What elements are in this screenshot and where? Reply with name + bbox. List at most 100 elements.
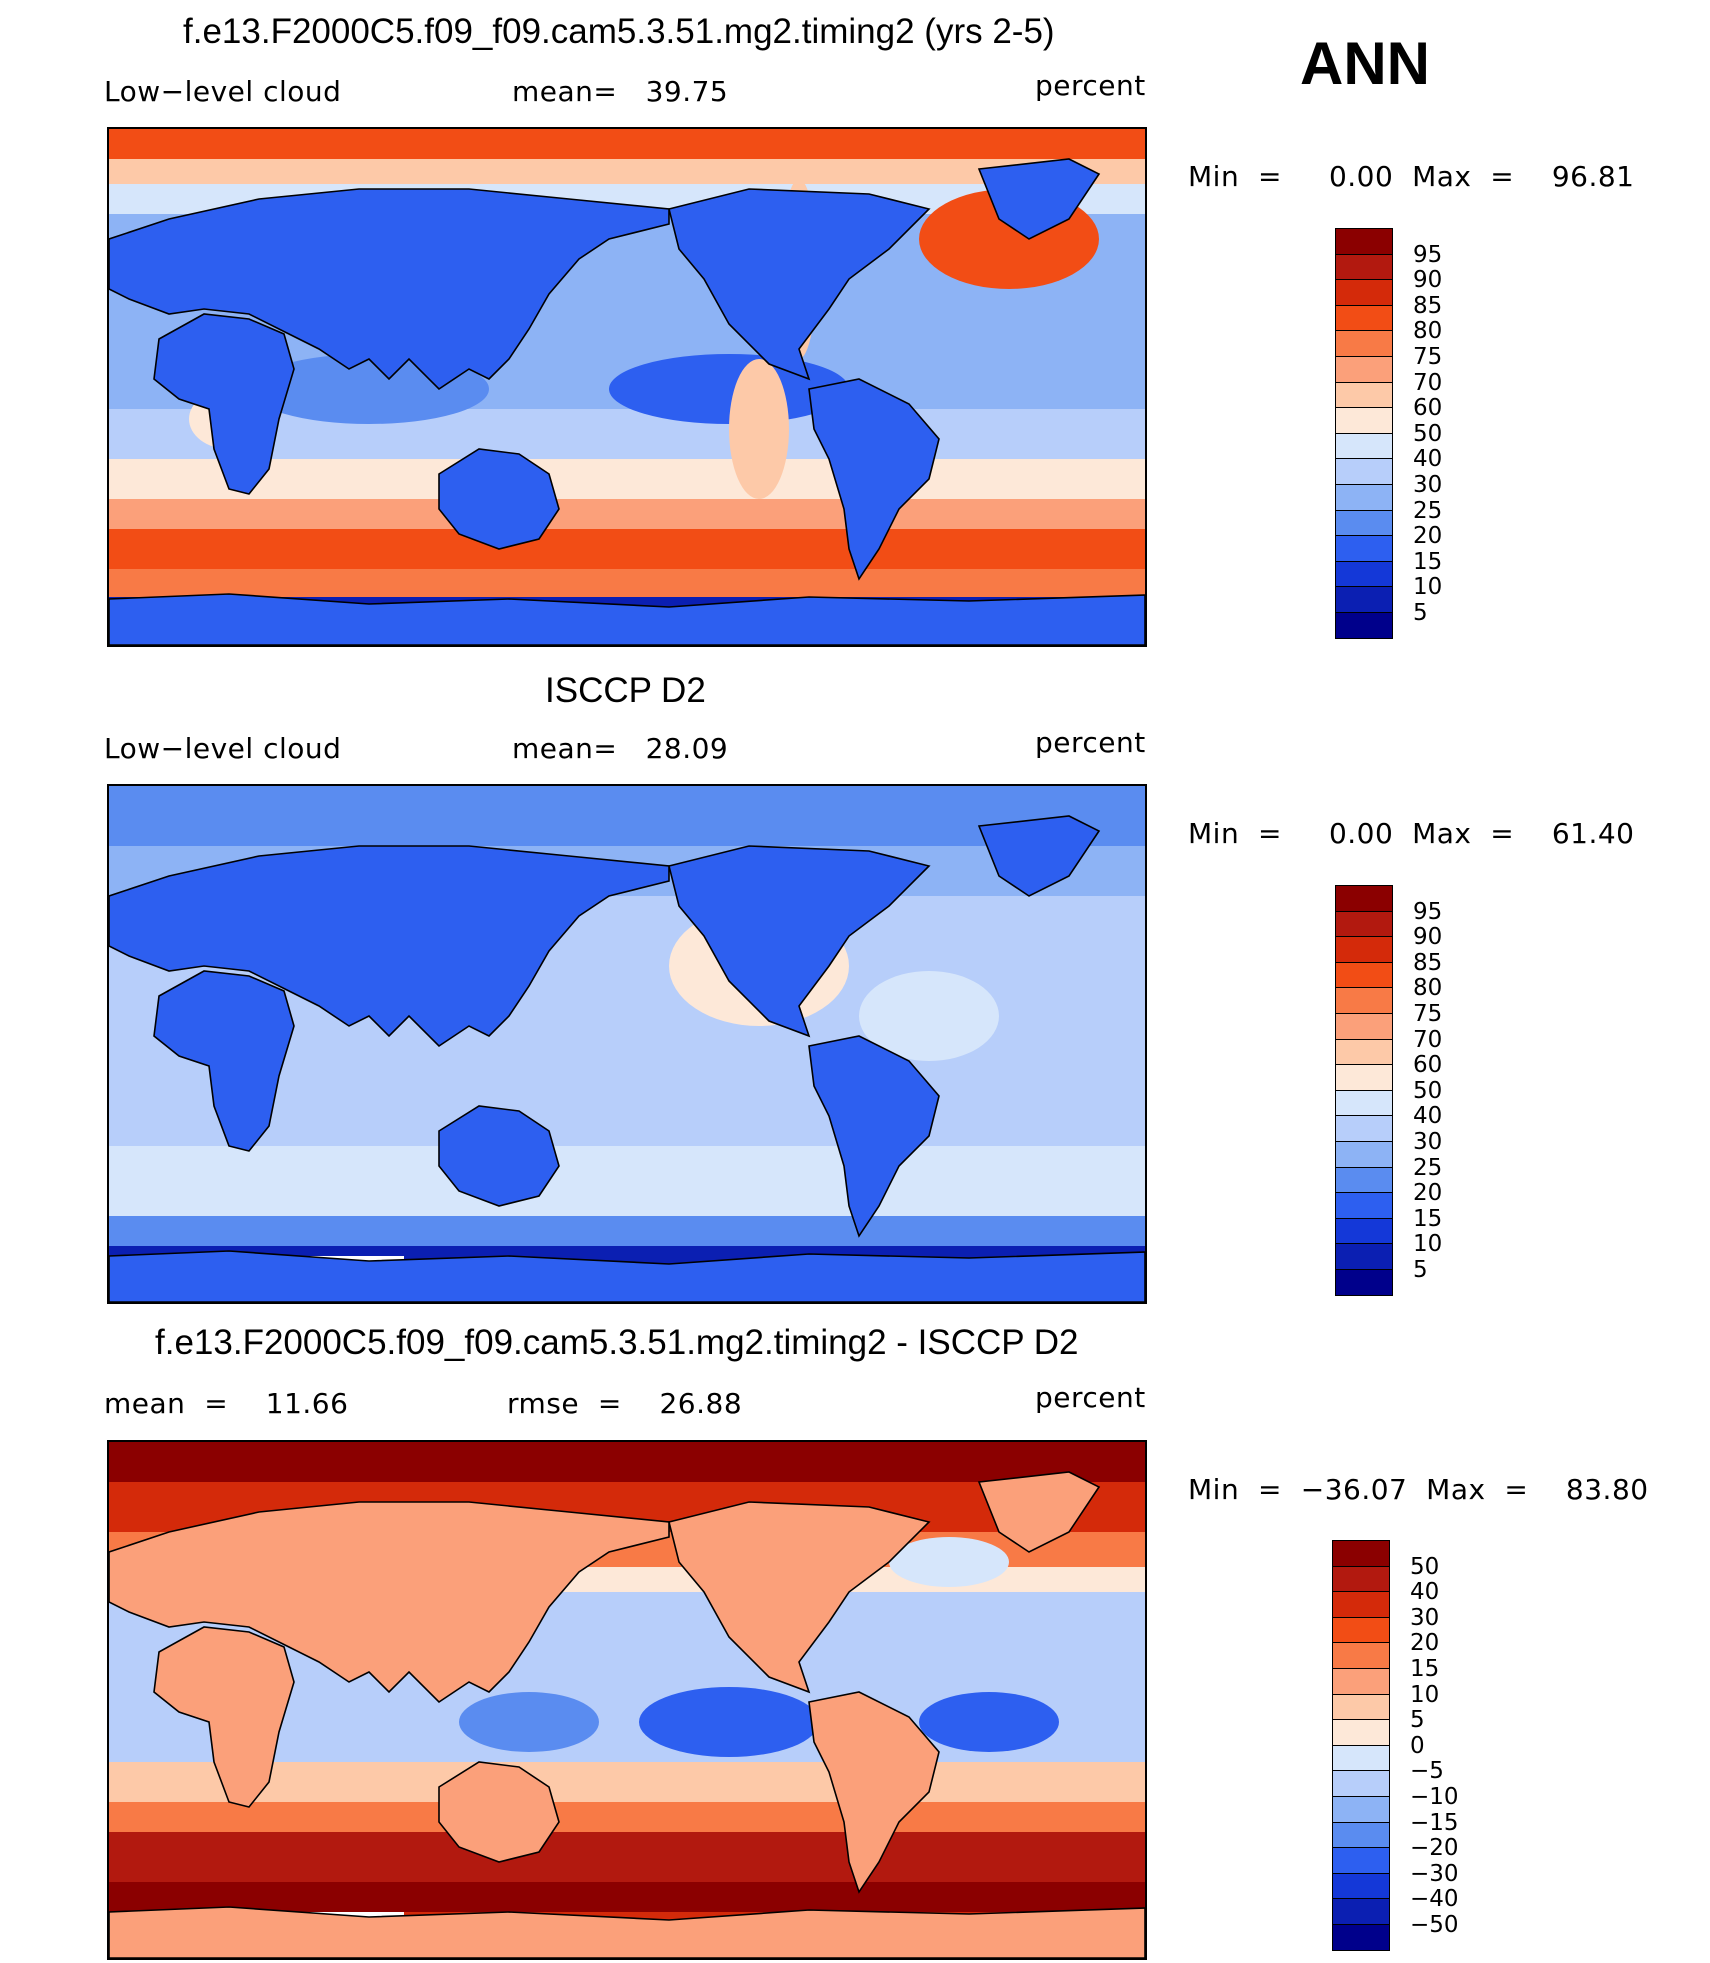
colorbar-tick-label: 95 (1413, 241, 1443, 268)
colorbar-swatch (1335, 1269, 1393, 1296)
colorbar-tick-label: 85 (1413, 949, 1443, 976)
colorbar-swatch (1335, 586, 1393, 613)
colorbar-swatch (1335, 509, 1393, 537)
colorbar-swatch (1335, 484, 1393, 511)
panel2-mean-label: mean= 28.09 (512, 732, 729, 765)
colorbar-tick-label: 60 (1413, 1052, 1443, 1079)
colorbar-tick-label: 40 (1413, 1103, 1443, 1130)
colorbar-tick-label: −5 (1410, 1758, 1444, 1785)
colorbar-tick-label: 40 (1410, 1579, 1440, 1606)
colorbar-swatch (1335, 304, 1393, 332)
colorbar-swatch (1335, 1243, 1393, 1270)
colorbar-tick-label: −50 (1410, 1912, 1459, 1938)
panel3-mean-label: mean = 11.66 (104, 1387, 349, 1420)
colorbar-swatch (1335, 1141, 1393, 1168)
colorbar-tick-label: 75 (1413, 1001, 1443, 1027)
panel3-rmse-label: rmse = 26.88 (507, 1387, 743, 1420)
colorbar-tick-label: 40 (1413, 446, 1443, 473)
colorbar-tick-label: 75 (1413, 344, 1443, 370)
colorbar-swatch (1335, 560, 1393, 588)
colorbar-tick-label: 10 (1413, 1231, 1443, 1258)
panel1-variable-label: Low−level cloud (104, 75, 342, 108)
colorbar-swatch (1335, 535, 1393, 562)
colorbar-swatch (1335, 381, 1393, 409)
colorbar-swatch (1335, 1089, 1393, 1117)
colorbar-tick-label: −15 (1410, 1809, 1459, 1836)
colorbar-tick-label: 5 (1413, 600, 1428, 626)
panel2-variable-label: Low−level cloud (104, 732, 342, 765)
colorbar-swatch (1332, 1898, 1390, 1925)
colorbar-swatch (1332, 1642, 1390, 1669)
colorbar-tick-label: 90 (1413, 924, 1443, 951)
colorbar-tick-label: 70 (1413, 369, 1443, 396)
colorbar-tick-label: 5 (1410, 1707, 1425, 1734)
colorbar-tick-label: 50 (1410, 1553, 1440, 1580)
colorbar-swatch (1335, 458, 1393, 485)
panel1-minmax: Min = 0.00 Max = 96.81 (1188, 160, 1635, 193)
colorbar-tick-label: 25 (1413, 1154, 1443, 1181)
colorbar-tick-label: 20 (1413, 1180, 1443, 1207)
colorbar-swatch (1332, 1796, 1390, 1823)
colorbar-tick-label: 15 (1413, 1205, 1443, 1232)
colorbar-tick-label: 80 (1413, 318, 1443, 345)
colorbar-tick-label: 85 (1413, 292, 1443, 319)
colorbar-swatch (1332, 1540, 1390, 1567)
colorbar-swatch (1335, 961, 1393, 989)
colorbar-swatch (1335, 330, 1393, 357)
colorbar-tick-label: 15 (1410, 1656, 1440, 1682)
panel1-units-label: percent (1035, 69, 1146, 102)
panel1-title: f.e13.F2000C5.f09_f09.cam5.3.51.mg2.timi… (183, 12, 1055, 51)
colorbar-swatch (1332, 1924, 1390, 1951)
panel1-map (107, 127, 1147, 647)
colorbar-tick-label: 30 (1413, 472, 1443, 498)
colorbar-swatch (1332, 1744, 1390, 1772)
panel3-title: f.e13.F2000C5.f09_f09.cam5.3.51.mg2.timi… (155, 1323, 1079, 1362)
colorbar-swatch (1332, 1668, 1390, 1695)
colorbar-tick-label: 20 (1413, 523, 1443, 550)
colorbar-tick-label: 90 (1413, 267, 1443, 294)
colorbar-tick-label: −10 (1410, 1784, 1459, 1810)
colorbar-tick-label: 30 (1413, 1129, 1443, 1155)
colorbar-swatch (1335, 1217, 1393, 1245)
colorbar-swatch (1335, 1013, 1393, 1040)
panel3-units-label: percent (1035, 1381, 1146, 1414)
colorbar-swatch (1335, 1115, 1393, 1142)
colorbar-tick-label: −30 (1410, 1860, 1459, 1887)
colorbar-swatch (1335, 356, 1393, 383)
colorbar-swatch (1335, 253, 1393, 281)
colorbar-tick-label: 10 (1413, 574, 1443, 601)
colorbar-swatch (1335, 987, 1393, 1014)
colorbar-swatch (1335, 1038, 1393, 1066)
colorbar-tick-label: 50 (1413, 1077, 1443, 1104)
colorbar-tick-label: 0 (1410, 1732, 1425, 1759)
colorbar-swatch (1335, 1166, 1393, 1194)
colorbar-tick-label: 95 (1413, 898, 1443, 925)
panel2-title: ISCCP D2 (545, 671, 706, 710)
colorbar-tick-label: 25 (1413, 497, 1443, 524)
colorbar-swatch (1335, 936, 1393, 963)
colorbar-swatch (1332, 1616, 1390, 1644)
panel2-minmax: Min = 0.00 Max = 61.40 (1188, 817, 1635, 850)
colorbar-swatch (1332, 1847, 1390, 1874)
colorbar-tick-label: −20 (1410, 1835, 1459, 1862)
colorbar-swatch (1332, 1770, 1390, 1797)
colorbar-swatch (1332, 1565, 1390, 1593)
colorbar-tick-label: 60 (1413, 395, 1443, 422)
colorbar-tick-label: 50 (1413, 420, 1443, 447)
colorbar-swatch (1335, 910, 1393, 938)
season-label: ANN (1300, 30, 1430, 97)
colorbar-swatch (1335, 407, 1393, 434)
colorbar-swatch (1335, 885, 1393, 912)
panel2-units-label: percent (1035, 726, 1146, 759)
colorbar-swatch (1335, 432, 1393, 460)
colorbar-swatch (1335, 1064, 1393, 1091)
colorbar-tick-label: 70 (1413, 1026, 1443, 1053)
colorbar-tick-label: 10 (1410, 1681, 1440, 1708)
colorbar-swatch (1335, 612, 1393, 639)
colorbar-tick-label: −40 (1410, 1886, 1459, 1913)
colorbar-swatch (1335, 1192, 1393, 1219)
panel2-map (107, 784, 1147, 1304)
panel1-mean-label: mean= 39.75 (512, 75, 729, 108)
colorbar-tick-label: 15 (1413, 548, 1443, 575)
colorbar-tick-label: 20 (1410, 1630, 1440, 1657)
